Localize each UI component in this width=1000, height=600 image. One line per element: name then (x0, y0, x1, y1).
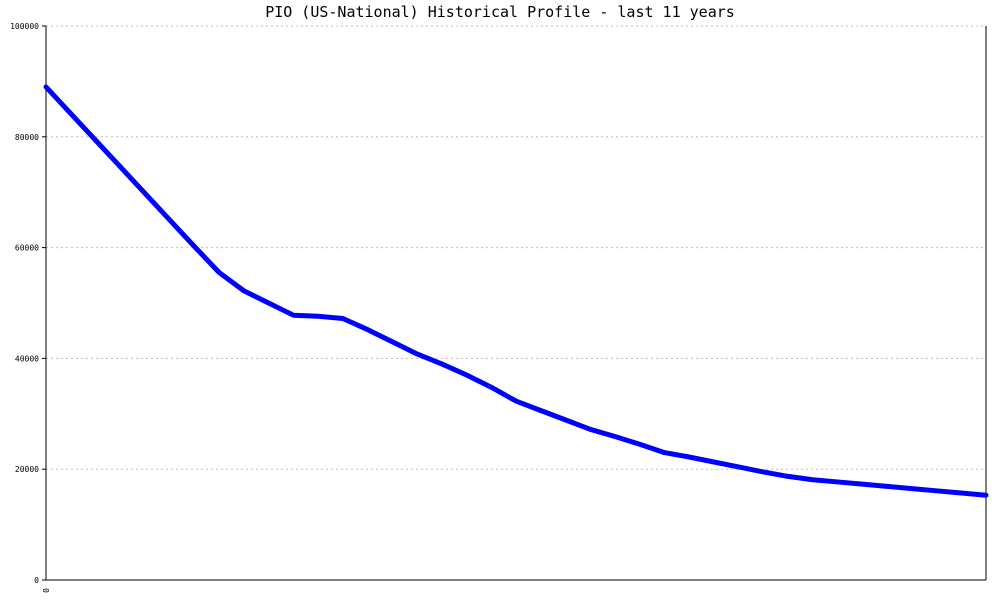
chart-title: PIO (US-National) Historical Profile - l… (265, 3, 735, 21)
y-tick-label: 40000 (15, 354, 39, 363)
x-tick-label: 0 (42, 588, 51, 593)
y-tick-label: 20000 (15, 465, 39, 474)
y-tick-label: 60000 (15, 244, 39, 253)
axes (42, 25, 987, 581)
y-tick-label: 100000 (10, 22, 39, 31)
gridlines (46, 25, 986, 470)
y-tick-label: 80000 (15, 133, 39, 142)
series-layer (43, 84, 989, 498)
y-tick-label: 0 (34, 576, 39, 585)
series-line (43, 84, 989, 498)
tick-labels: 0 20000 40000 60000 80000 100000 0 (10, 22, 51, 593)
